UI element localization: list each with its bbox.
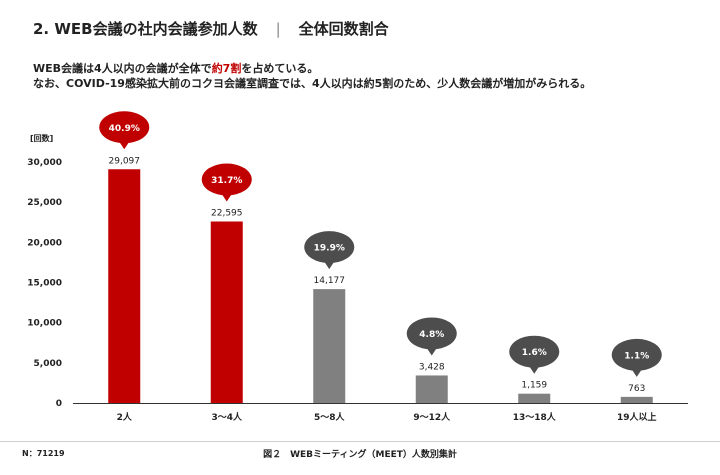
x-tick-label: 9～12人 [413, 411, 451, 423]
description-line-2: なお、COVID-19感染拡大前のコクヨ会議室調査では、4人以内は約5割のため、… [33, 77, 592, 90]
percentage-bubble [509, 335, 560, 368]
data-label: 1,159 [521, 381, 547, 391]
data-label: 22,595 [211, 208, 243, 218]
description-highlight: 約7割 [211, 62, 242, 75]
title-separator: | [275, 20, 281, 38]
footer-divider [0, 441, 720, 442]
data-label: 3,428 [419, 362, 445, 372]
sample-size-label: N：71219 [22, 449, 65, 458]
percentage-label: 4.8% [419, 330, 444, 340]
percentage-label: 1.6% [522, 348, 547, 358]
figure-caption: 図２ WEBミーティング（MEET）人数別集計 [263, 450, 457, 460]
bar [313, 289, 346, 403]
title-text: 2. WEB会議の社内会議参加人数 [33, 20, 258, 38]
y-tick-label: 10,000 [27, 319, 62, 329]
percentage-label: 1.1% [624, 351, 649, 361]
description-line-1-post: を占めている。 [241, 62, 319, 75]
bubble-pointer [425, 346, 438, 356]
data-label: 29,097 [109, 156, 141, 166]
description-line-1: WEB会議は4人以内の会議が全体で約7割を占めている。 [33, 60, 318, 76]
bubble-pointer [323, 260, 336, 270]
y-tick-label: 20,000 [27, 238, 62, 248]
x-tick-label: 13～18人 [513, 411, 557, 423]
bar [620, 396, 653, 403]
bubble-pointer [528, 364, 541, 374]
bubble-pointer [630, 367, 643, 377]
x-tick-label: 2人 [117, 411, 133, 423]
y-tick-label: 0 [56, 399, 62, 409]
y-tick-label: 15,000 [27, 279, 62, 289]
percentage-bubble [611, 338, 662, 371]
percentage-bubble [99, 111, 150, 144]
bubble-pointer [118, 140, 131, 150]
percentage-bubble [201, 163, 252, 196]
percentage-bubble [406, 317, 457, 350]
bar [108, 169, 141, 403]
bar [415, 375, 448, 403]
percentage-label: 19.9% [314, 244, 345, 254]
y-tick-label: 5,000 [34, 359, 62, 369]
y-tick-label: 30,000 [27, 158, 62, 168]
bar [518, 393, 551, 403]
bar-chart: [回数] 0 5,000 10,000 15,000 20,000 25,000 30,000… [27, 111, 688, 423]
y-tick-label: 25,000 [27, 198, 62, 208]
x-tick-label: 19人以上 [617, 411, 657, 423]
y-axis-label: [回数] [30, 133, 53, 143]
bubble-pointer [220, 192, 233, 202]
percentage-label: 31.7% [211, 176, 242, 186]
page-title: 2. WEB会議の社内会議参加人数 | 全体回数割合 [33, 18, 389, 39]
data-label: 14,177 [314, 276, 346, 286]
percentage-label: 40.9% [109, 124, 140, 134]
subtitle-text: 全体回数割合 [298, 20, 389, 38]
percentage-bubble [304, 231, 355, 264]
description-line-1-pre: WEB会議は4人以内の会議が全体で [33, 62, 212, 75]
x-tick-label: 3～4人 [211, 411, 243, 423]
data-label: 763 [628, 384, 645, 394]
bar [210, 221, 243, 403]
x-tick-label: 5～8人 [314, 411, 346, 423]
